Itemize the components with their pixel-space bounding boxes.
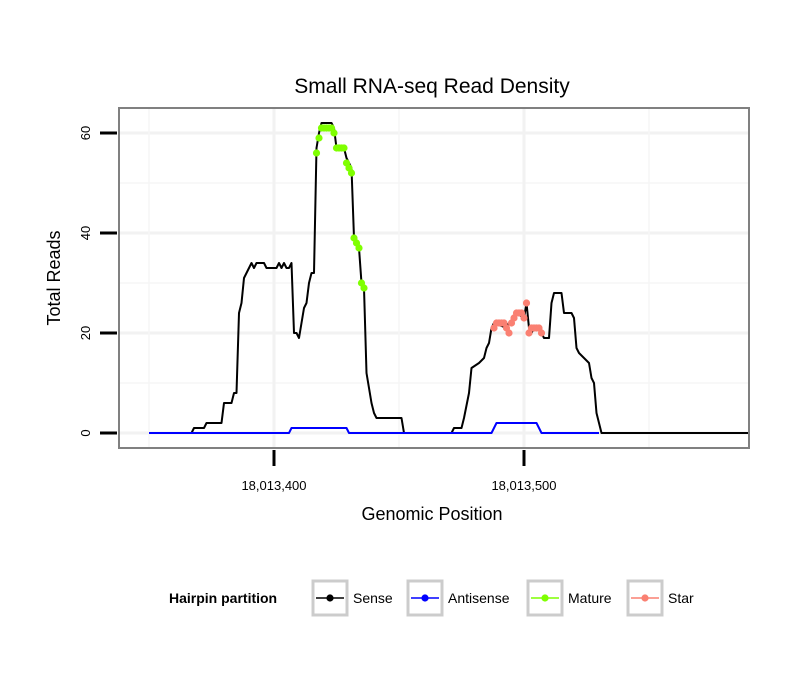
legend-label-sense: Sense [353, 590, 393, 606]
data-point-mature [315, 134, 323, 142]
plot-panel-border [118, 107, 750, 449]
legend-key-point [421, 594, 429, 602]
y-tick-label: 20 [78, 326, 93, 340]
y-axis-label: Total Reads [44, 230, 64, 325]
legend: Hairpin partition Sense Antisense Mature St… [169, 579, 694, 617]
x-tick-label: 18,013,500 [491, 478, 556, 493]
data-point-mature [355, 244, 363, 252]
data-point-star [505, 329, 513, 337]
legend-label-star: Star [668, 590, 694, 606]
y-tick-label: 60 [78, 126, 93, 140]
chart-title: Small RNA-seq Read Density [294, 75, 570, 98]
series-line-antisense [149, 422, 599, 434]
data-point-mature [340, 144, 348, 152]
legend-key-point [641, 594, 649, 602]
x-axis-label: Genomic Position [361, 504, 502, 524]
y-tick-label: 40 [78, 226, 93, 240]
data-point-star [537, 329, 546, 337]
series-points-mature [312, 124, 368, 292]
legend-label-mature: Mature [568, 590, 612, 606]
grid-lines [119, 108, 749, 448]
data-point-mature [312, 149, 321, 157]
legend-item-sense: Sense [311, 579, 393, 617]
series-points-star [490, 299, 546, 337]
axes: 0 20 40 60 18,013,400 18,013,500 [78, 126, 557, 493]
series-layer [149, 122, 749, 434]
legend-item-star: Star [626, 579, 694, 617]
legend-key-point [541, 594, 549, 602]
data-point-mature [347, 169, 356, 177]
data-point-mature [360, 284, 368, 292]
legend-label-antisense: Antisense [448, 590, 510, 606]
data-point-star [522, 299, 531, 307]
y-tick-label: 0 [78, 429, 93, 436]
legend-title: Hairpin partition [169, 590, 277, 606]
x-tick-label: 18,013,400 [241, 478, 306, 493]
legend-key-point [326, 594, 334, 602]
data-point-mature [330, 129, 338, 137]
data-point-star [520, 314, 528, 322]
legend-item-mature: Mature [526, 579, 612, 617]
legend-item-antisense: Antisense [406, 579, 510, 617]
